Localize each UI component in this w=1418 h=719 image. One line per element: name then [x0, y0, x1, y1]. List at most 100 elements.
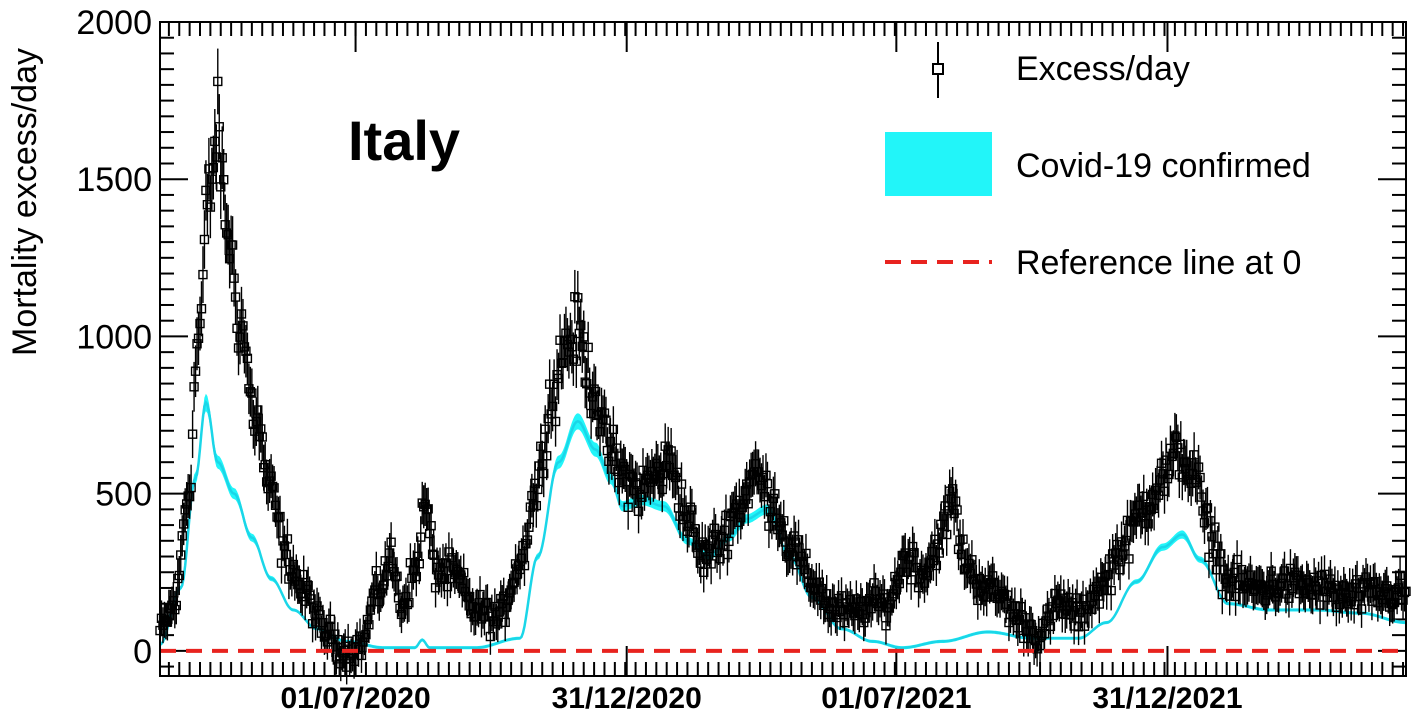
marker: [736, 513, 746, 523]
excess-point: [392, 557, 402, 596]
excess-point: [623, 484, 633, 530]
excess-point: [1279, 551, 1290, 591]
marker: [1143, 519, 1153, 529]
marker: [1106, 585, 1116, 596]
marker: [216, 182, 226, 192]
marker: [361, 629, 371, 640]
excess-point: [657, 466, 667, 513]
marker: [190, 366, 201, 376]
marker: [371, 565, 382, 576]
plot-frame: [159, 21, 1407, 677]
excess-point: [186, 464, 196, 511]
excess-point: [414, 543, 424, 585]
marker: [619, 461, 629, 472]
marker: [762, 479, 773, 489]
marker: [1315, 600, 1325, 610]
marker: [987, 571, 998, 581]
marker: [1279, 566, 1290, 576]
excess-point: [907, 526, 918, 567]
excess-point: [459, 553, 469, 592]
excess-point: [423, 487, 433, 531]
marker: [267, 481, 278, 492]
excess-point: [577, 319, 587, 373]
marker: [777, 530, 787, 540]
excess-point: [253, 385, 263, 435]
excess-point: [404, 583, 414, 622]
marker: [633, 506, 644, 516]
legend-marker-covid: [885, 132, 992, 196]
marker: [1368, 578, 1379, 588]
excess-point: [547, 381, 558, 432]
excess-point: [1199, 501, 1210, 544]
marker: [676, 479, 687, 489]
marker: [269, 483, 279, 493]
excess-point: [1210, 506, 1220, 548]
excess-point: [724, 520, 734, 563]
marker: [687, 505, 697, 515]
marker: [174, 570, 184, 581]
marker: [885, 599, 896, 609]
marker: [590, 386, 601, 397]
marker: [759, 491, 770, 502]
marker: [710, 529, 721, 540]
marker: [522, 535, 533, 545]
excess-point: [216, 154, 226, 219]
marker: [577, 341, 587, 352]
excess-point: [500, 603, 510, 642]
excess-point: [386, 522, 396, 563]
marker: [219, 175, 229, 185]
marker: [402, 599, 413, 610]
excess-point: [177, 515, 187, 557]
marker: [288, 559, 299, 570]
marker: [605, 436, 616, 447]
marker: [273, 513, 284, 523]
excess-point: [303, 566, 313, 605]
excess-point: [426, 505, 436, 547]
marker: [525, 502, 536, 512]
excess-point: [330, 616, 340, 652]
excess-point: [195, 296, 205, 351]
excess-point: [722, 533, 733, 576]
excess-point: [931, 544, 942, 587]
y-tick-label: 2000: [76, 4, 152, 42]
x-tick-label: 31/12/2020: [552, 682, 702, 715]
marker: [623, 502, 633, 513]
excess-point: [1315, 585, 1325, 625]
marker: [411, 571, 422, 582]
excess-point: [1073, 608, 1084, 646]
marker: [404, 598, 414, 608]
excess-point: [190, 345, 201, 398]
marker: [669, 470, 679, 480]
excess-point: [245, 366, 256, 417]
excess-point: [430, 568, 441, 608]
excess-point: [570, 269, 580, 324]
marker: [1115, 565, 1125, 575]
excess-point: [590, 366, 601, 417]
marker: [539, 468, 549, 479]
excess-point: [759, 474, 770, 519]
marker: [550, 416, 561, 427]
marker: [364, 620, 374, 630]
marker: [1207, 531, 1217, 542]
marker: [245, 387, 256, 397]
excess-point: [176, 534, 186, 576]
marker: [229, 273, 239, 283]
marker: [699, 567, 709, 578]
marker: [365, 605, 376, 615]
marker: [177, 531, 187, 541]
marker: [1170, 431, 1180, 441]
excess-point: [922, 555, 933, 596]
marker: [1216, 549, 1226, 559]
marker: [266, 471, 276, 481]
excess-point: [198, 246, 208, 303]
marker: [173, 573, 183, 584]
marker: [1176, 439, 1186, 450]
excess-point: [416, 516, 426, 558]
x-axis-ticks: [167, 22, 1405, 676]
marker: [922, 570, 933, 581]
marker: [1193, 462, 1204, 472]
excess-point: [1176, 421, 1186, 468]
marker: [426, 521, 436, 531]
marker: [909, 548, 919, 558]
excess-point: [275, 495, 285, 538]
